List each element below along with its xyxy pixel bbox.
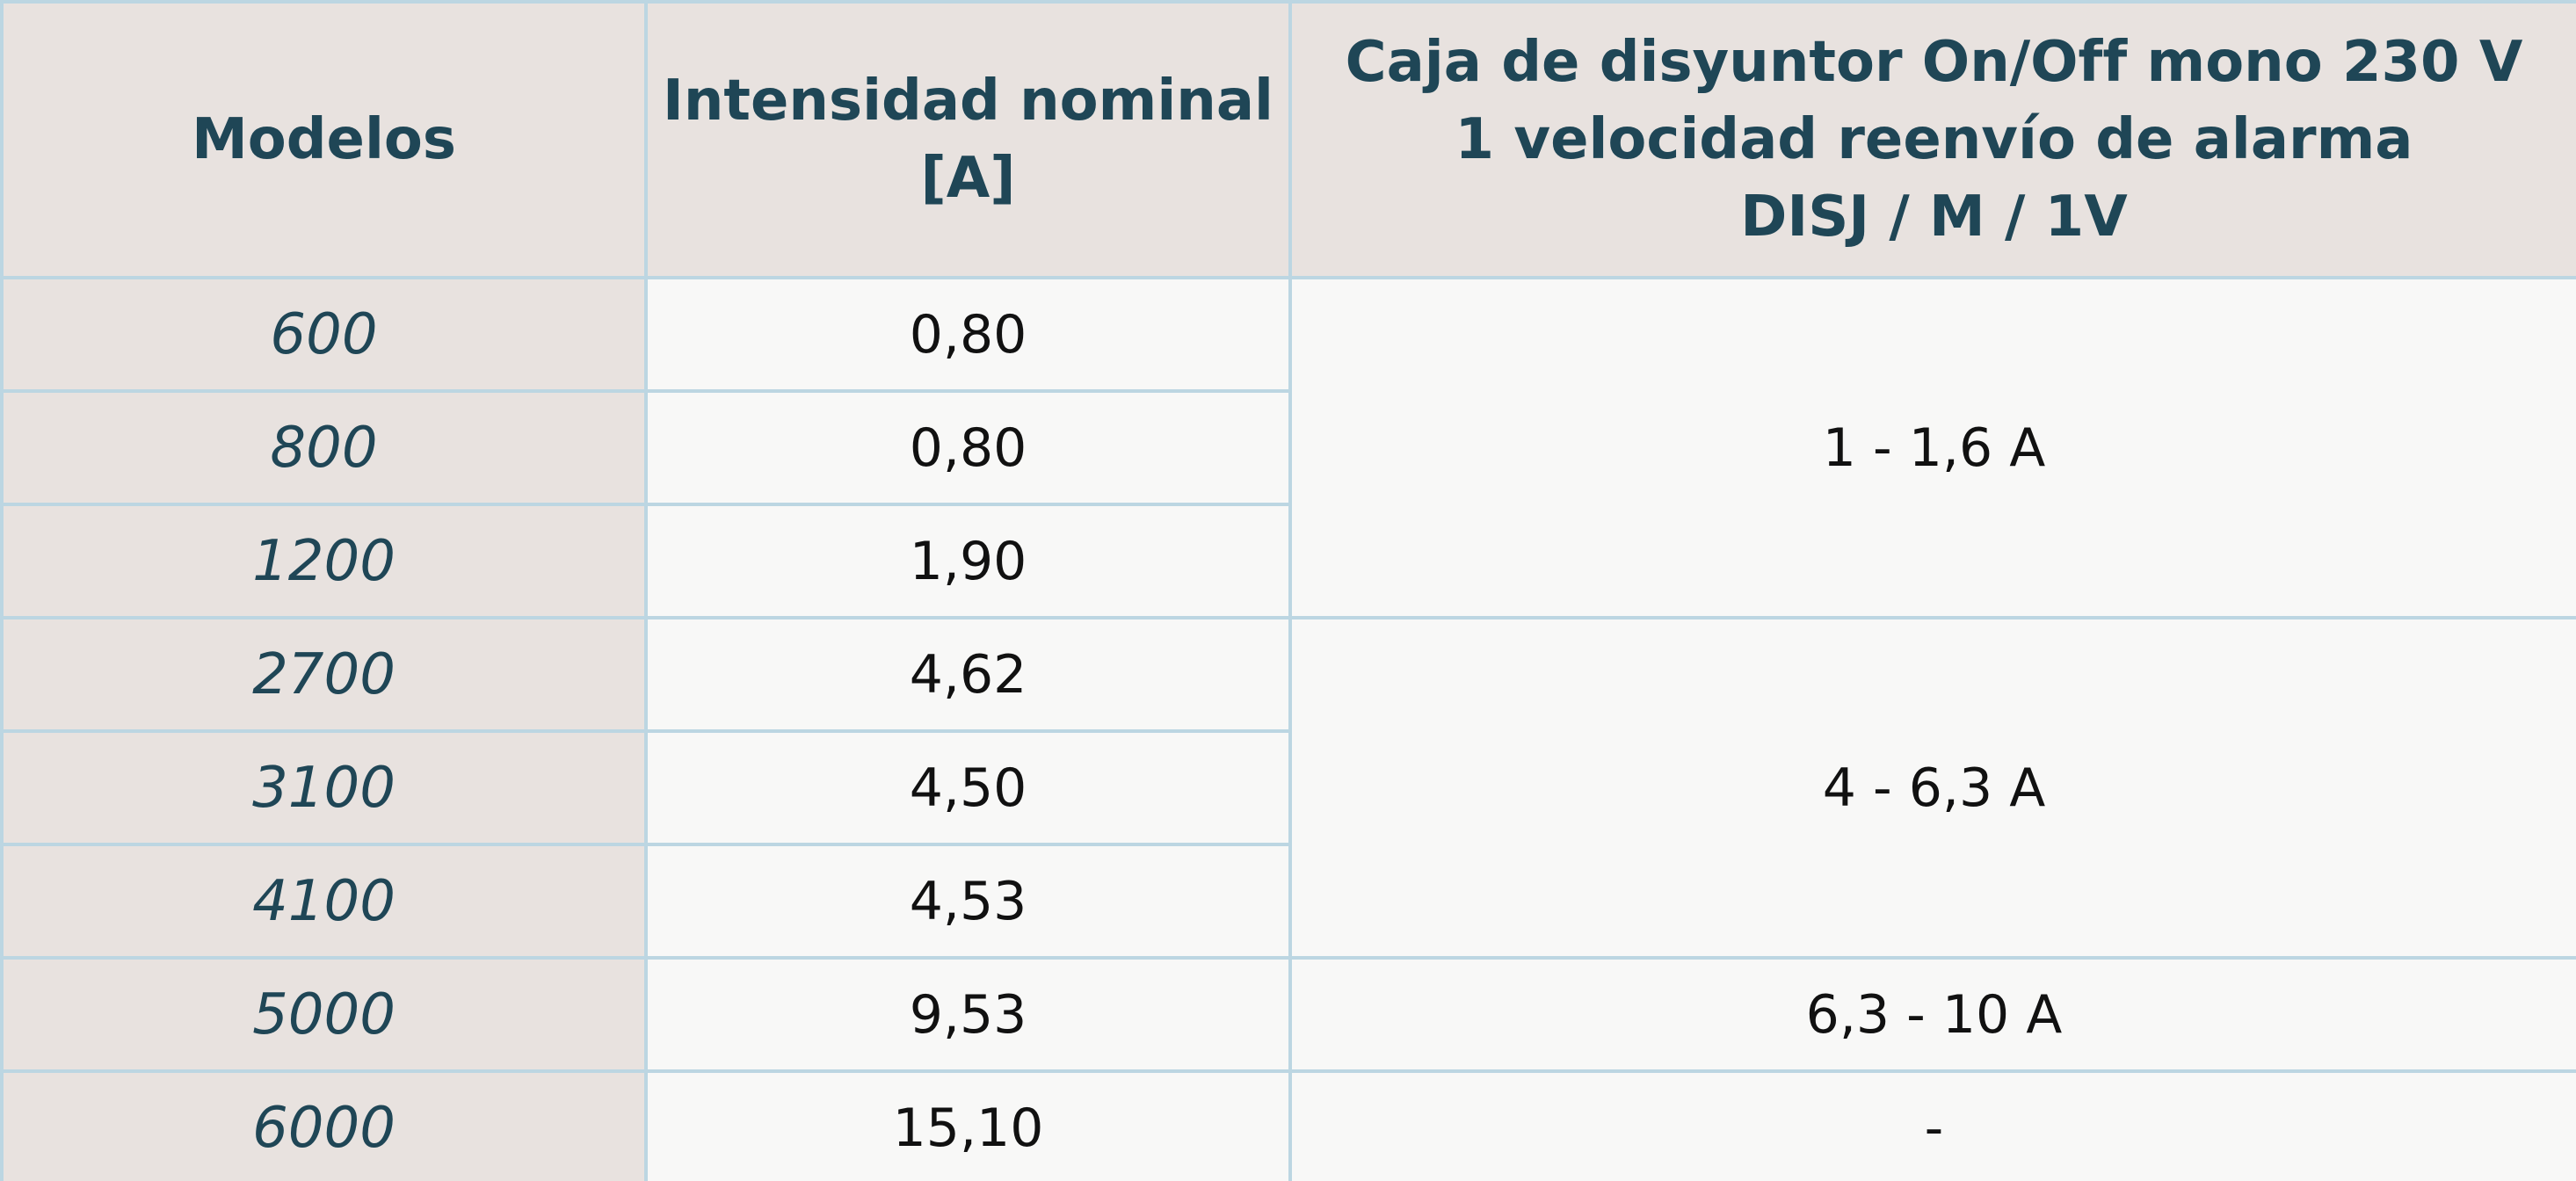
model-cell: 6000	[0, 1069, 648, 1181]
row: 600 0,80 1 - 1,6 A	[0, 276, 2576, 619]
breaker-cell: 4 - 6,3 A	[1288, 616, 2576, 960]
breaker-cell: 6,3 - 10 A	[1288, 956, 2576, 1073]
model-cell: 2700	[0, 616, 648, 733]
row: 6000 15,10-	[0, 1069, 2576, 1181]
header-text: [A]	[920, 146, 1016, 211]
header-text: Caja de disyuntor On/Off mono 230 V	[1345, 29, 2523, 95]
row: 1200 1,90	[0, 503, 2576, 619]
model-cell: 4100	[0, 843, 648, 960]
row: 5000 9,53 6,3 - 10 A	[0, 956, 2576, 1073]
current-cell: 4,62	[644, 616, 1292, 733]
header-text: 1 velocidad reenvío de alarma	[1455, 106, 2413, 172]
model-cell: 3100	[0, 729, 648, 846]
model-cell: 1200	[0, 503, 648, 619]
current-cell: 0,80	[644, 276, 1292, 393]
header-cell: Modelos	[0, 0, 648, 279]
header-text: Intensidad nominal	[663, 68, 1273, 134]
breaker-cell: 1 - 1,6 A	[1288, 276, 2576, 619]
current-cell: 1,90	[644, 503, 1292, 619]
current-cell: 4,50	[644, 729, 1292, 846]
header-text: Modelos	[192, 106, 456, 172]
header-cell: Caja de disyuntor On/Off mono 230 V 1 vel…	[1288, 0, 2576, 279]
current-cell: 4,53	[644, 843, 1292, 960]
model-cell: 600	[0, 276, 648, 393]
model-cell: 5000	[0, 956, 648, 1073]
breaker-cell: -	[1288, 1069, 2576, 1181]
header-row: Modelos Intensidad nominal [A] Caja de di…	[0, 0, 2576, 279]
row: 2700 4,62 4 - 6,3 A	[0, 616, 2576, 960]
row: 4100 4,53	[0, 843, 2576, 960]
row: 3100 4,50	[0, 729, 2576, 846]
current-cell: 9,53	[644, 956, 1292, 1073]
current-cell: 15,10	[644, 1069, 1292, 1181]
row: 800 0,80	[0, 389, 2576, 506]
header-text: DISJ / M / 1V	[1740, 185, 2128, 250]
header-cell: Intensidad nominal [A]	[644, 0, 1292, 279]
current-cell: 0,80	[644, 389, 1292, 506]
model-cell: 800	[0, 389, 648, 506]
